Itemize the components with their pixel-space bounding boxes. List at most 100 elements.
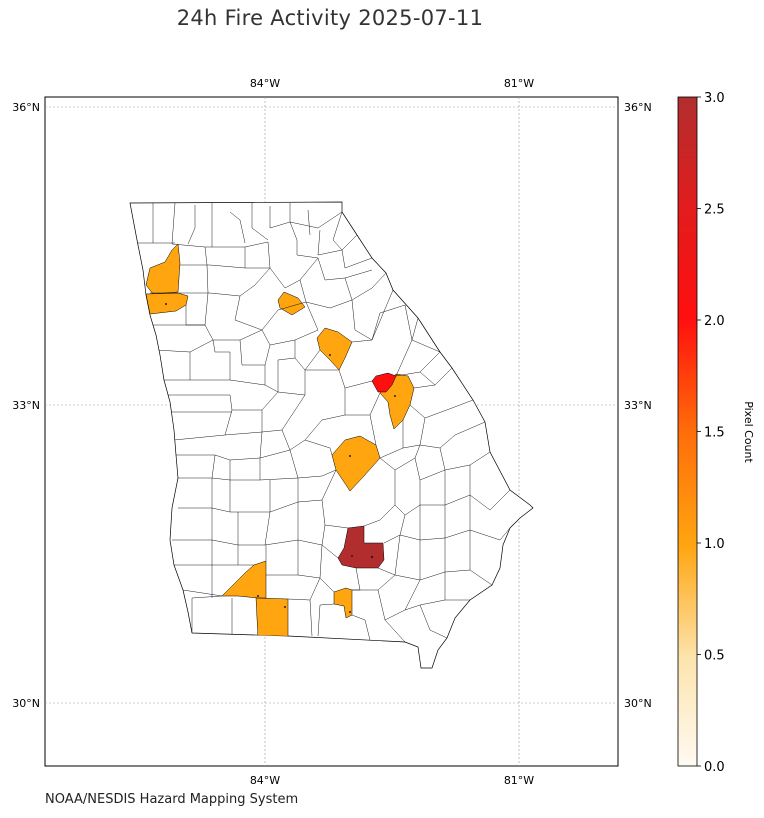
lat-label-left: 33°N	[12, 399, 40, 412]
fire-detection-point	[394, 395, 396, 397]
county-boundary	[180, 264, 246, 269]
lon-label-bottom: 84°W	[250, 774, 280, 787]
lat-label-right: 30°N	[624, 697, 652, 710]
county-boundary	[409, 399, 474, 419]
lon-label-top: 84°W	[250, 77, 280, 90]
county-boundary	[439, 447, 491, 471]
county-boundary	[150, 292, 241, 297]
county-boundary	[307, 209, 311, 236]
colorbar-tick-label: 1.5	[704, 426, 725, 441]
county-fire-4	[316, 327, 353, 371]
county-boundary	[182, 589, 223, 597]
fire-detection-point	[284, 606, 286, 608]
georgia-state-outline	[129, 201, 534, 669]
county-boundary	[351, 614, 371, 641]
county-boundary	[332, 211, 343, 241]
colorbar-tick-label: 0.0	[704, 760, 725, 775]
county-boundary	[289, 211, 343, 229]
lat-label-left: 30°N	[12, 697, 40, 710]
fire-detection-point	[349, 611, 351, 613]
lat-label-left: 36°N	[12, 101, 40, 114]
county-boundary	[317, 257, 373, 281]
lon-label-top: 81°W	[504, 77, 534, 90]
county-boundary	[469, 489, 511, 511]
fire-detection-point	[349, 455, 351, 457]
county-boundary	[259, 449, 291, 459]
graticule	[45, 97, 618, 766]
county-boundary	[305, 301, 319, 331]
colorbar-tick-label: 3.0	[704, 91, 725, 106]
county-boundary	[413, 384, 436, 389]
fire-detection-point	[257, 595, 259, 597]
lon-label-bottom: 81°W	[504, 774, 534, 787]
chart-title: 24h Fire Activity 2025-07-11	[176, 6, 484, 30]
county-boundary	[261, 309, 279, 331]
county-boundary	[304, 388, 346, 441]
county-boundary	[309, 599, 313, 637]
county-boundary	[296, 240, 319, 259]
graticule-labels: 84°W 84°W 81°W 81°W 36°N 36°N 33°N 33°N 30°N 30°N	[12, 77, 651, 787]
county-boundary	[469, 569, 493, 586]
colorbar-tick-label: 2.0	[704, 314, 725, 329]
county-boundary	[377, 579, 421, 621]
county-boundary	[171, 202, 176, 245]
county-boundary	[264, 357, 296, 393]
county-boundary	[394, 480, 421, 516]
county-boundary	[379, 444, 421, 471]
county-boundary	[317, 603, 335, 637]
county-boundary	[321, 544, 339, 559]
county-boundary	[344, 272, 387, 301]
county-boundary	[319, 577, 335, 593]
county-boundary	[469, 527, 511, 541]
colorbar-label: Pixel Count	[742, 401, 755, 463]
county-boundary	[289, 449, 299, 479]
county-fire-9	[255, 597, 289, 641]
county-boundary	[239, 267, 271, 297]
colorbar-tick-label: 1.0	[704, 537, 725, 552]
county-boundary	[419, 604, 448, 639]
county-fire-5	[371, 372, 397, 393]
fire-detection-point	[370, 555, 374, 559]
county-boundary	[379, 447, 404, 459]
county-boundary	[164, 394, 262, 411]
county-fire-1	[145, 243, 181, 295]
county-boundary	[395, 339, 413, 377]
colorbar-tick-label: 0.5	[704, 649, 725, 664]
county-boundaries	[130, 202, 511, 643]
county-boundary	[304, 349, 321, 371]
county-boundary	[173, 434, 226, 441]
county-boundary	[171, 241, 269, 248]
county-fire-10	[333, 587, 353, 619]
colorbar-gradient	[677, 96, 698, 767]
county-boundary	[404, 572, 446, 611]
lat-label-right: 36°N	[624, 101, 652, 114]
county-boundary	[261, 391, 279, 411]
lat-label-right: 33°N	[624, 399, 652, 412]
county-boundary	[269, 221, 291, 229]
county-boundary	[187, 205, 196, 245]
fire-detection-point	[329, 354, 331, 356]
county-boundary	[332, 239, 373, 269]
fire-detections	[165, 303, 396, 613]
colorbar: 0.0 0.5 1.0 1.5 2.0 2.5 3.0 Pixel Count	[677, 91, 755, 775]
county-fire-3	[277, 291, 306, 316]
county-boundary	[229, 211, 246, 244]
county-boundary	[297, 469, 337, 479]
county-boundary	[411, 339, 441, 353]
county-boundary	[317, 229, 321, 256]
county-boundary	[384, 619, 406, 643]
county-boundary	[269, 501, 299, 513]
georgia-map	[129, 201, 534, 669]
county-boundary	[234, 295, 263, 331]
colorbar-tick-label: 2.5	[704, 203, 725, 218]
data-source-credit: NOAA/NESDIS Hazard Mapping System	[45, 792, 299, 807]
fire-detection-point	[165, 303, 167, 305]
county-boundary	[251, 203, 269, 241]
county-boundary	[371, 304, 406, 341]
county-boundary	[212, 339, 231, 380]
county-boundary	[369, 414, 377, 446]
fire-detection-point	[351, 555, 353, 557]
county-boundary	[191, 595, 223, 633]
county-boundary	[299, 279, 353, 309]
